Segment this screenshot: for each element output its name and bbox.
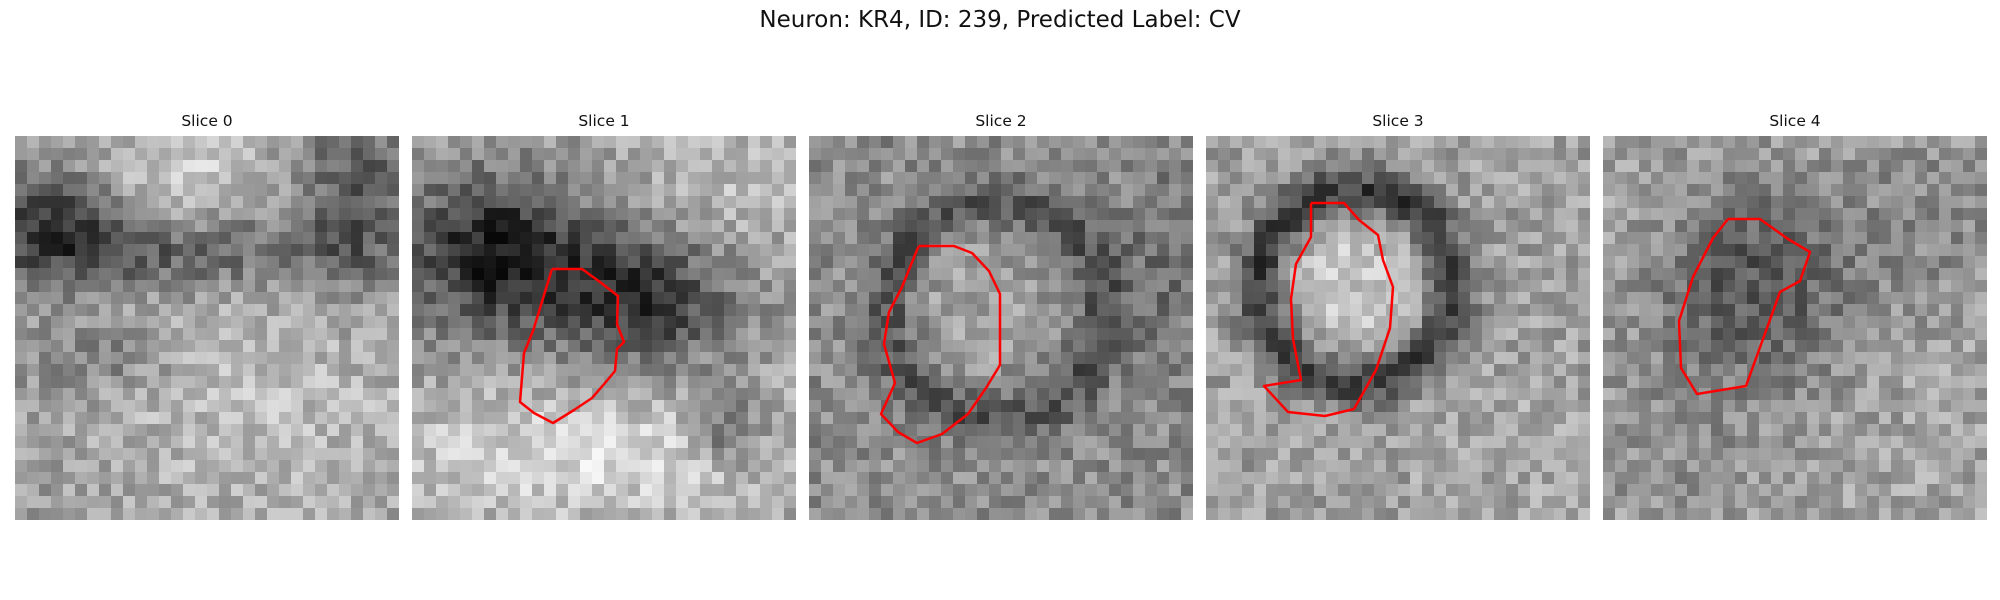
- slice-panel-0: Slice 0: [15, 112, 399, 520]
- slice-panel-3: Slice 3: [1206, 112, 1590, 520]
- slice-image-3: [1206, 136, 1590, 520]
- slice-panel-4: Slice 4: [1603, 112, 1987, 520]
- slice-image-2: [809, 136, 1193, 520]
- slice-panel-2: Slice 2: [809, 112, 1193, 520]
- slice-title: Slice 3: [1372, 112, 1424, 130]
- slice-title: Slice 0: [181, 112, 233, 130]
- slice-image-4: [1603, 136, 1987, 520]
- segmentation-contour: [1677, 217, 1812, 396]
- slice-title: Slice 4: [1769, 112, 1821, 130]
- slice-title: Slice 1: [578, 112, 630, 130]
- slice-image-1: [412, 136, 796, 520]
- figure-title: Neuron: KR4, ID: 239, Predicted Label: C…: [759, 7, 1241, 33]
- segmentation-contour: [879, 244, 1002, 445]
- segmentation-contour: [518, 267, 626, 425]
- slice-image-0: [15, 136, 399, 520]
- segmentation-contour: [1262, 201, 1395, 418]
- slice-panel-1: Slice 1: [412, 112, 796, 520]
- slice-title: Slice 2: [975, 112, 1027, 130]
